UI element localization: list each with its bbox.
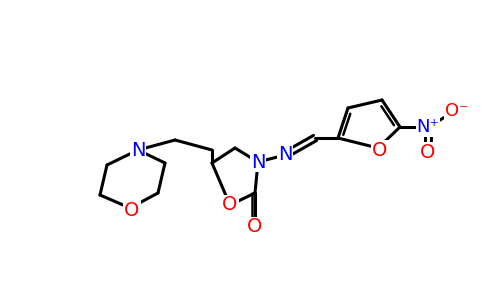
Text: O: O xyxy=(420,142,436,161)
Text: O: O xyxy=(372,140,388,160)
Text: N: N xyxy=(251,152,265,172)
Text: O: O xyxy=(222,196,238,214)
Text: O: O xyxy=(124,200,140,220)
Text: O⁻: O⁻ xyxy=(445,102,469,120)
Text: N⁺: N⁺ xyxy=(417,118,439,136)
Text: N: N xyxy=(131,140,145,160)
Text: N: N xyxy=(278,146,292,164)
Text: O: O xyxy=(247,218,263,236)
